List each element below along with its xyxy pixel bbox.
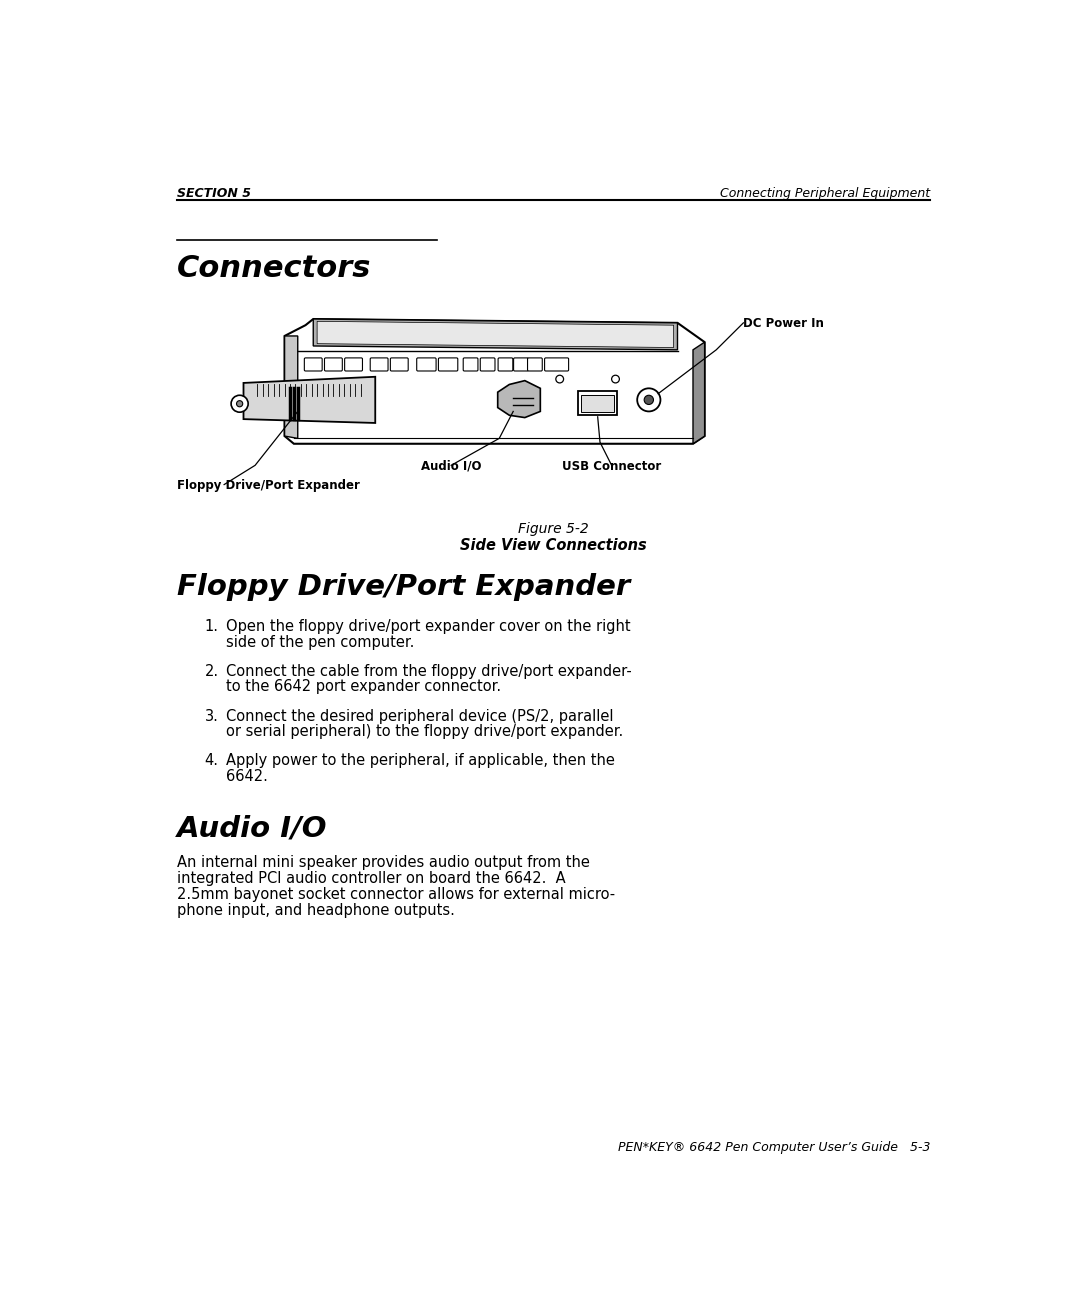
Text: to the 6642 port expander connector.: to the 6642 port expander connector.: [227, 679, 501, 695]
FancyBboxPatch shape: [345, 358, 363, 371]
Text: phone input, and headphone outputs.: phone input, and headphone outputs.: [177, 903, 455, 919]
FancyBboxPatch shape: [463, 358, 478, 371]
Circle shape: [611, 375, 619, 383]
Text: Open the floppy drive/port expander cover on the right: Open the floppy drive/port expander cove…: [227, 619, 631, 635]
Polygon shape: [284, 319, 704, 443]
Bar: [581, 395, 613, 412]
Polygon shape: [313, 319, 677, 350]
Text: Connecting Peripheral Equipment: Connecting Peripheral Equipment: [720, 186, 930, 199]
FancyBboxPatch shape: [544, 358, 568, 371]
Circle shape: [637, 388, 661, 412]
Text: integrated PCI audio controller on board the 6642.  A: integrated PCI audio controller on board…: [177, 871, 566, 886]
Text: 6642.: 6642.: [227, 768, 268, 784]
FancyBboxPatch shape: [498, 358, 513, 371]
Text: USB Connector: USB Connector: [562, 460, 661, 473]
Text: or serial peripheral) to the floppy drive/port expander.: or serial peripheral) to the floppy driv…: [227, 724, 624, 739]
Text: Floppy Drive/Port Expander: Floppy Drive/Port Expander: [177, 573, 630, 602]
FancyBboxPatch shape: [390, 358, 408, 371]
Text: 3.: 3.: [205, 709, 218, 724]
Text: Apply power to the peripheral, if applicable, then the: Apply power to the peripheral, if applic…: [227, 754, 616, 768]
FancyBboxPatch shape: [514, 358, 528, 371]
Text: Audio I/O: Audio I/O: [177, 815, 327, 843]
Text: 2.5mm bayonet socket connector allows for external micro-: 2.5mm bayonet socket connector allows fo…: [177, 888, 615, 902]
Circle shape: [237, 401, 243, 406]
Text: Connect the desired peripheral device (PS/2, parallel: Connect the desired peripheral device (P…: [227, 709, 613, 724]
Text: An internal mini speaker provides audio output from the: An internal mini speaker provides audio …: [177, 855, 590, 871]
FancyBboxPatch shape: [324, 358, 342, 371]
Circle shape: [644, 395, 653, 405]
Text: SECTION 5: SECTION 5: [177, 186, 251, 199]
Text: Audio I/O: Audio I/O: [421, 460, 482, 473]
Text: Connectors: Connectors: [177, 253, 372, 283]
Text: Connect the cable from the floppy drive/port expander-: Connect the cable from the floppy drive/…: [227, 663, 632, 679]
Polygon shape: [284, 336, 298, 438]
FancyBboxPatch shape: [438, 358, 458, 371]
Text: 4.: 4.: [205, 754, 218, 768]
FancyBboxPatch shape: [527, 358, 542, 371]
Bar: [578, 391, 617, 416]
FancyBboxPatch shape: [417, 358, 436, 371]
Text: Side View Connections: Side View Connections: [460, 539, 647, 553]
FancyBboxPatch shape: [370, 358, 388, 371]
FancyBboxPatch shape: [305, 358, 322, 371]
Polygon shape: [243, 376, 375, 423]
Text: 1.: 1.: [205, 619, 218, 635]
Circle shape: [556, 375, 564, 383]
Polygon shape: [498, 380, 540, 418]
Text: 2.: 2.: [204, 663, 218, 679]
Text: Floppy Drive/Port Expander: Floppy Drive/Port Expander: [177, 480, 360, 492]
Polygon shape: [693, 342, 704, 443]
Text: PEN*KEY® 6642 Pen Computer User’s Guide   5-3: PEN*KEY® 6642 Pen Computer User’s Guide …: [618, 1142, 930, 1155]
Text: side of the pen computer.: side of the pen computer.: [227, 635, 415, 650]
Text: DC Power In: DC Power In: [743, 317, 824, 330]
Polygon shape: [318, 321, 674, 347]
Text: Figure 5-2: Figure 5-2: [518, 522, 589, 535]
FancyBboxPatch shape: [481, 358, 495, 371]
Circle shape: [231, 395, 248, 412]
